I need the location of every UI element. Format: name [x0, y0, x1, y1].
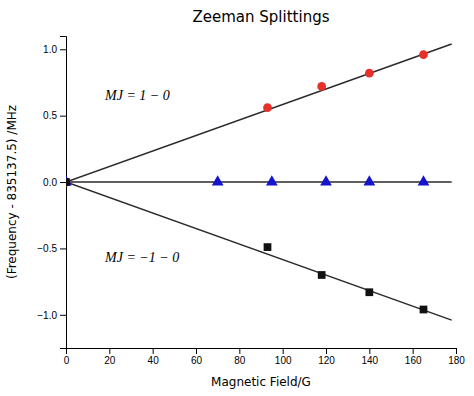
annotations: MJ = 1 − 0 MJ = −1 − 0 [104, 88, 179, 265]
x-tick: 100 [275, 348, 292, 366]
x-tick: 40 [148, 348, 160, 366]
fit-line [66, 181, 452, 183]
point [419, 50, 428, 59]
x-tick-label: 120 [318, 355, 335, 366]
point [66, 178, 70, 187]
x-tick: 140 [361, 348, 378, 366]
x-tick-mark [109, 348, 110, 354]
point [318, 271, 326, 279]
point [264, 243, 272, 251]
y-tick-mark [60, 182, 66, 183]
x-tick-mark [196, 348, 197, 354]
chart: 0 20 40 60 80 100 120 140 160 180 −1.0 −0.5 0.0 0.5 1.… [0, 0, 474, 396]
point [66, 175, 72, 185]
x-tick-mark [326, 348, 327, 354]
x-tick: 180 [448, 348, 465, 366]
x-tick-mark [413, 348, 414, 354]
point [317, 82, 326, 91]
point [365, 288, 373, 296]
x-tick-label: 80 [234, 355, 246, 366]
x-tick: 80 [234, 348, 246, 366]
y-axis-title: (Frequency - 835137.5) /MHz [5, 105, 19, 279]
point [266, 175, 278, 185]
x-tick-mark [456, 348, 457, 354]
x-tick-label: 0 [64, 355, 70, 366]
x-tick-label: 160 [405, 355, 422, 366]
x-tick-mark [153, 348, 154, 354]
x-tick-label: 20 [104, 355, 116, 366]
x-tick: 160 [405, 348, 422, 366]
x-tick: 20 [104, 348, 116, 366]
point [363, 175, 375, 185]
x-tick-mark [283, 348, 284, 354]
x-tick-label: 180 [448, 355, 465, 366]
y-tick-label: 0.0 [43, 177, 57, 188]
point [212, 175, 224, 185]
marks [66, 44, 452, 320]
y-axis-line [60, 37, 67, 349]
point [66, 178, 70, 186]
y-tick-label: 1.0 [43, 44, 57, 55]
x-tick-label: 40 [148, 355, 160, 366]
point [320, 175, 332, 185]
annotation: MJ = 1 − 0 [104, 88, 170, 103]
y-tick-label: 0.5 [43, 110, 57, 121]
point [263, 103, 272, 112]
x-tick: 60 [191, 348, 203, 366]
point [365, 69, 374, 78]
y-tick: −1.0 [37, 310, 66, 321]
fit-line [66, 182, 452, 320]
y-tick-mark [60, 116, 66, 117]
x-tick-mark [239, 348, 240, 354]
y-tick: −0.5 [37, 243, 66, 254]
x-tick-mark [369, 348, 370, 354]
y-tick-label: −1.0 [37, 310, 57, 321]
x-tick-label: 140 [361, 355, 378, 366]
x-axis-line [67, 349, 457, 355]
y-tick: 0.0 [43, 177, 66, 188]
x-tick-label: 100 [275, 355, 292, 366]
point [420, 306, 428, 314]
y-tick-mark [60, 49, 66, 50]
fit-line [66, 44, 452, 182]
y-tick-mark [60, 248, 66, 249]
x-axis-title: Magnetic Field/G [211, 375, 311, 389]
x-axis: 0 20 40 60 80 100 120 140 160 180 [64, 348, 466, 366]
y-axis: −1.0 −0.5 0.0 0.5 1.0 [37, 37, 66, 349]
y-tick: 1.0 [43, 44, 66, 55]
y-tick-label: −0.5 [37, 243, 57, 254]
y-tick-mark [60, 315, 66, 316]
y-tick: 0.5 [43, 110, 66, 121]
x-tick-label: 60 [191, 355, 203, 366]
x-tick: 120 [318, 348, 335, 366]
annotation: MJ = −1 − 0 [104, 250, 179, 265]
point [418, 175, 430, 185]
plot: 0 20 40 60 80 100 120 140 160 180 −1.0 −0.5 0.0 0.5 1.… [37, 37, 465, 367]
title: Zeeman Splittings [193, 8, 330, 26]
x-tick: 0 [64, 348, 70, 366]
